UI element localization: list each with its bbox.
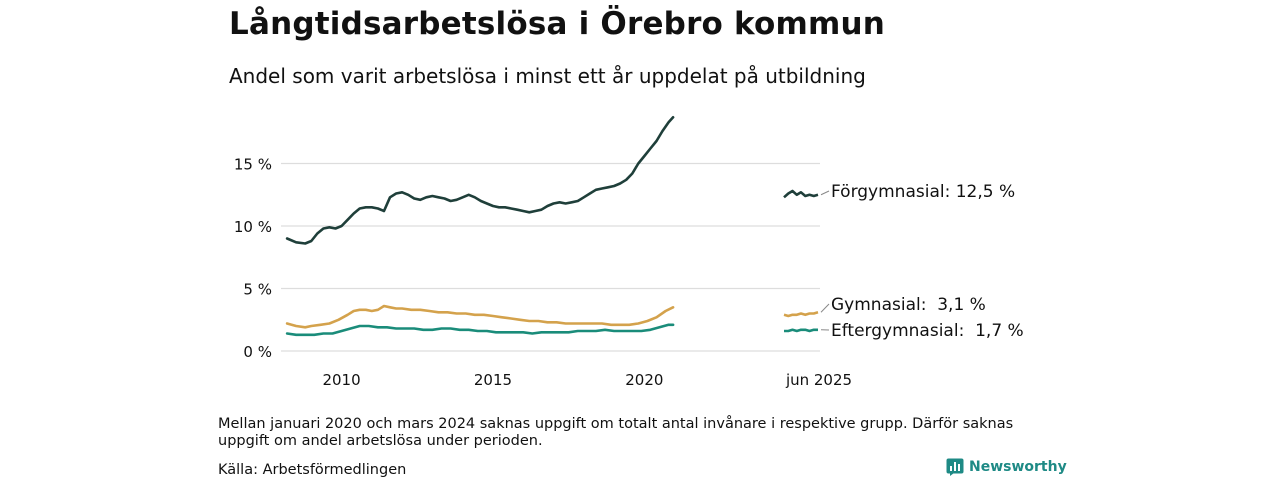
- brand-logo: Newsworthy: [946, 458, 1067, 476]
- recent-segment: [783, 189, 819, 333]
- series-line-gymnasial: [285, 304, 675, 329]
- series-end-labels: Förgymnasial: 12,5 % Gymnasial: 3,1 % Efte…: [820, 182, 1024, 341]
- recent-line-eftergymnasial: [784, 328, 818, 333]
- series-lines: [285, 116, 675, 337]
- brand-name: Newsworthy: [969, 459, 1067, 475]
- y-tick-label: 15 %: [234, 156, 272, 174]
- x-tick-label: 2015: [474, 371, 512, 389]
- series-end-label: Förgymnasial: 12,5 %: [831, 182, 1015, 202]
- label-leader-line: [820, 303, 830, 313]
- axis-ticks: 0 % 5 % 10 % 15 % 2010 2015 2020 jun 2025: [234, 156, 852, 390]
- series-end-label: Gymnasial: 3,1 %: [831, 295, 986, 315]
- source-credit: Källa: Arbetsförmedlingen: [218, 462, 407, 478]
- series-line-förgymnasial: [285, 116, 675, 245]
- series-end-label: Eftergymnasial: 1,7 %: [831, 321, 1024, 341]
- recent-line-förgymnasial: [783, 189, 819, 199]
- x-tick-label: 2020: [625, 371, 663, 389]
- grid-lines: [281, 162, 820, 352]
- y-tick-label: 0 %: [243, 343, 272, 361]
- recent-line-gymnasial: [783, 311, 819, 318]
- newsworthy-logo-icon: [946, 458, 964, 476]
- recent-period-label: jun 2025: [785, 371, 852, 389]
- chart-subtitle: Andel som varit arbetslösa i minst ett å…: [229, 64, 866, 88]
- x-tick-label: 2010: [322, 371, 360, 389]
- y-tick-label: 5 %: [243, 281, 272, 299]
- y-tick-label: 10 %: [234, 218, 272, 236]
- series-line-eftergymnasial: [285, 323, 675, 337]
- chart-title: Långtidsarbetslösa i Örebro kommun: [229, 6, 886, 42]
- label-leader-line: [820, 190, 830, 196]
- footnote: Mellan januari 2020 och mars 2024 saknas…: [218, 416, 1014, 449]
